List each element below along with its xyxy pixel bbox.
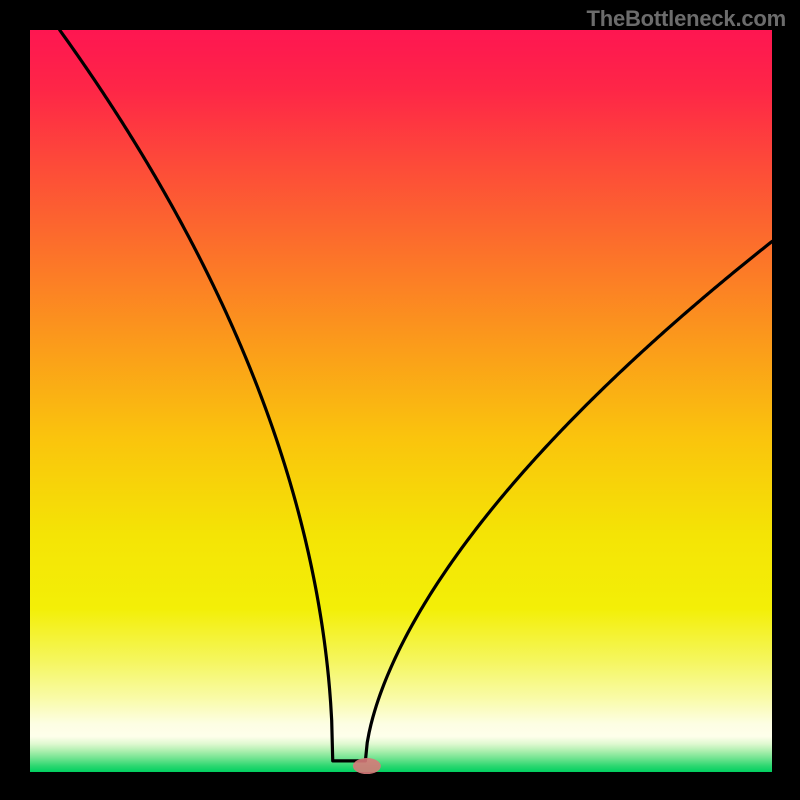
- plot-area: [30, 30, 772, 772]
- chart-svg: [0, 0, 800, 800]
- chart-container: TheBottleneck.com: [0, 0, 800, 800]
- watermark-text: TheBottleneck.com: [586, 6, 786, 32]
- notch-marker: [353, 758, 381, 774]
